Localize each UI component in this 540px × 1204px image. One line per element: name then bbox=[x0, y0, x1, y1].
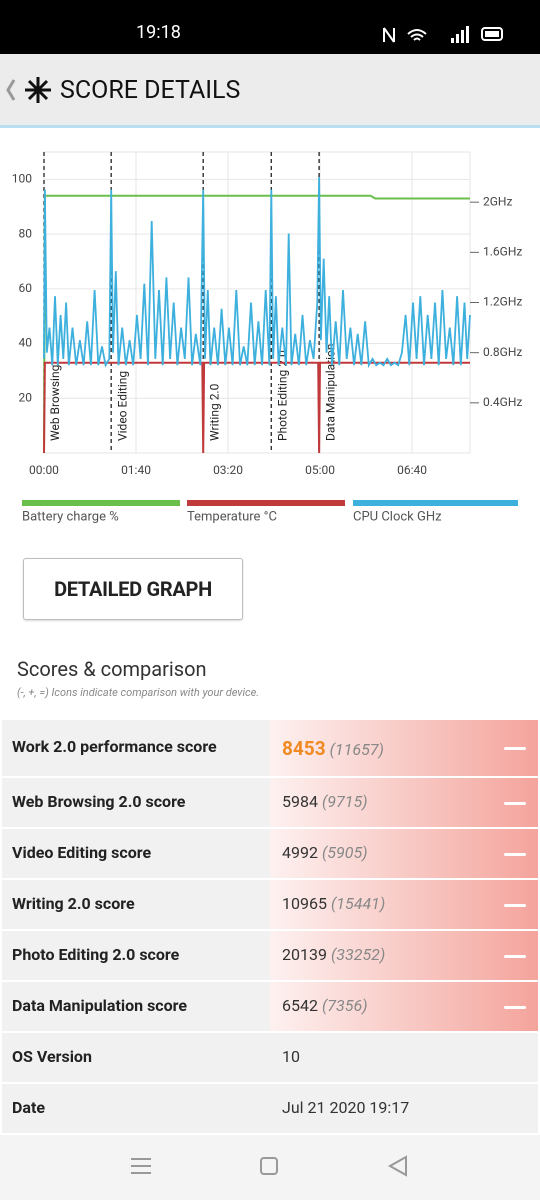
x-tick-label: 05:00 bbox=[305, 463, 335, 477]
score: 20139 bbox=[282, 944, 327, 964]
y-tick-label: 80 bbox=[19, 226, 33, 240]
comparison-icon bbox=[504, 1005, 526, 1009]
marker-label: Web Browsing bbox=[48, 365, 62, 441]
y2-tick-label: 1.2GHz bbox=[483, 295, 522, 309]
info-value: 10 bbox=[282, 1047, 300, 1066]
score-value: 4992 (5905) bbox=[282, 843, 368, 862]
score-row: Video Editing score 4992 (5905) bbox=[2, 827, 538, 878]
x-tick-label: 01:40 bbox=[121, 463, 151, 477]
info-row: OS Version 10 bbox=[2, 1031, 538, 1082]
info-name: Date bbox=[12, 1098, 46, 1117]
detailed-graph-button[interactable]: DETAILED GRAPH bbox=[23, 558, 243, 620]
x-tick-label: 06:40 bbox=[397, 463, 427, 477]
comparison: (9715) bbox=[321, 791, 368, 811]
nav-bar bbox=[0, 1135, 540, 1200]
x-tick-label: 03:20 bbox=[213, 463, 243, 477]
y-tick-label: 100 bbox=[12, 172, 32, 186]
comparison-bg bbox=[270, 931, 538, 980]
page-title: SCORE DETAILS bbox=[60, 76, 241, 105]
y-tick-label: 40 bbox=[19, 336, 33, 350]
nav-icons bbox=[131, 1155, 407, 1177]
comparison: (7356) bbox=[321, 995, 368, 1015]
score-value: 20139 (33252) bbox=[282, 945, 385, 964]
comparison-icon bbox=[504, 747, 526, 750]
y2-tick-label: 2GHz bbox=[483, 194, 512, 208]
comparison-icon bbox=[504, 954, 526, 958]
comparison-icon bbox=[504, 852, 526, 856]
status-icons bbox=[383, 26, 503, 43]
status-bar: 19:18 bbox=[0, 0, 540, 54]
legend-swatch bbox=[187, 500, 345, 506]
info-row: Date Jul 21 2020 19:17 bbox=[2, 1082, 538, 1133]
x-tick-label: 00:00 bbox=[29, 463, 59, 477]
score-row: Web Browsing 2.0 score 5984 (9715) bbox=[2, 776, 538, 827]
score: 5984 bbox=[282, 791, 318, 811]
comparison: (5905) bbox=[321, 842, 368, 862]
score-row: Photo Editing 2.0 score 20139 (33252) bbox=[2, 929, 538, 980]
plot-area bbox=[43, 151, 471, 454]
y2-tick-label: 0.4GHz bbox=[483, 395, 522, 409]
marker-label: Writing 2.0 bbox=[207, 383, 221, 441]
comparison: (33252) bbox=[330, 944, 386, 964]
y-tick-label: 20 bbox=[19, 390, 33, 404]
legend-label: Temperature °C bbox=[187, 509, 277, 524]
score-row: Work 2.0 performance score 8453 (11657) bbox=[2, 718, 538, 776]
score-name: Video Editing score bbox=[12, 842, 152, 862]
app-bar: SCORE DETAILS bbox=[0, 54, 540, 128]
back-button[interactable] bbox=[4, 72, 58, 108]
series-line bbox=[43, 177, 471, 369]
y2-tick-label: 0.8GHz bbox=[483, 345, 522, 359]
score-name: Writing 2.0 score bbox=[12, 893, 135, 913]
score: 4992 bbox=[282, 842, 318, 862]
y-tick-label: 60 bbox=[19, 281, 33, 295]
score-name: Photo Editing 2.0 score bbox=[12, 944, 180, 964]
legend-swatch bbox=[22, 500, 180, 506]
chart: 20 40 60 80 100 00:00 01:40 03:20 05:00 06:40 0.4G… bbox=[12, 151, 522, 524]
legend-swatch bbox=[353, 500, 518, 506]
score-row: Writing 2.0 score 10965 (15441) bbox=[2, 878, 538, 929]
score: 8453 bbox=[282, 737, 326, 760]
clock: 19:18 bbox=[136, 22, 181, 43]
comparison-icon bbox=[504, 801, 526, 805]
score-value: 10965 (15441) bbox=[282, 894, 385, 913]
score-row: Data Manipulation score 6542 (7356) bbox=[2, 980, 538, 1031]
comparison-bg bbox=[270, 880, 538, 929]
comparison: (11657) bbox=[329, 740, 384, 759]
score: 10965 bbox=[282, 893, 327, 913]
comparison: (15441) bbox=[330, 893, 386, 913]
score-value: 6542 (7356) bbox=[282, 996, 368, 1015]
marker-label: Data Manipulation bbox=[323, 344, 337, 442]
legend-label: Battery charge % bbox=[22, 509, 119, 524]
marker-label: Photo Editing 2.0 bbox=[275, 350, 289, 441]
comparison-bg bbox=[270, 778, 538, 827]
section-note: (-, +, =) Icons indicate comparison with… bbox=[17, 686, 260, 699]
info-value: Jul 21 2020 19:17 bbox=[282, 1098, 410, 1117]
score: 6542 bbox=[282, 995, 318, 1015]
score-name: Work 2.0 performance score bbox=[12, 737, 217, 756]
marker-label: Video Editing bbox=[115, 371, 129, 441]
comparison-icon bbox=[504, 903, 526, 907]
comparison-bg bbox=[270, 982, 538, 1031]
comparison-bg bbox=[270, 720, 538, 776]
score-value: 8453 (11657) bbox=[282, 737, 384, 760]
score-name: Data Manipulation score bbox=[12, 995, 188, 1015]
comparison-bg bbox=[270, 829, 538, 878]
score-value: 5984 (9715) bbox=[282, 792, 368, 811]
section-title: Scores & comparison bbox=[17, 657, 207, 681]
legend-label: CPU Clock GHz bbox=[353, 509, 442, 524]
info-name: OS Version bbox=[12, 1047, 92, 1066]
score-name: Web Browsing 2.0 score bbox=[12, 791, 186, 811]
y2-tick-label: 1.6GHz bbox=[483, 245, 522, 259]
